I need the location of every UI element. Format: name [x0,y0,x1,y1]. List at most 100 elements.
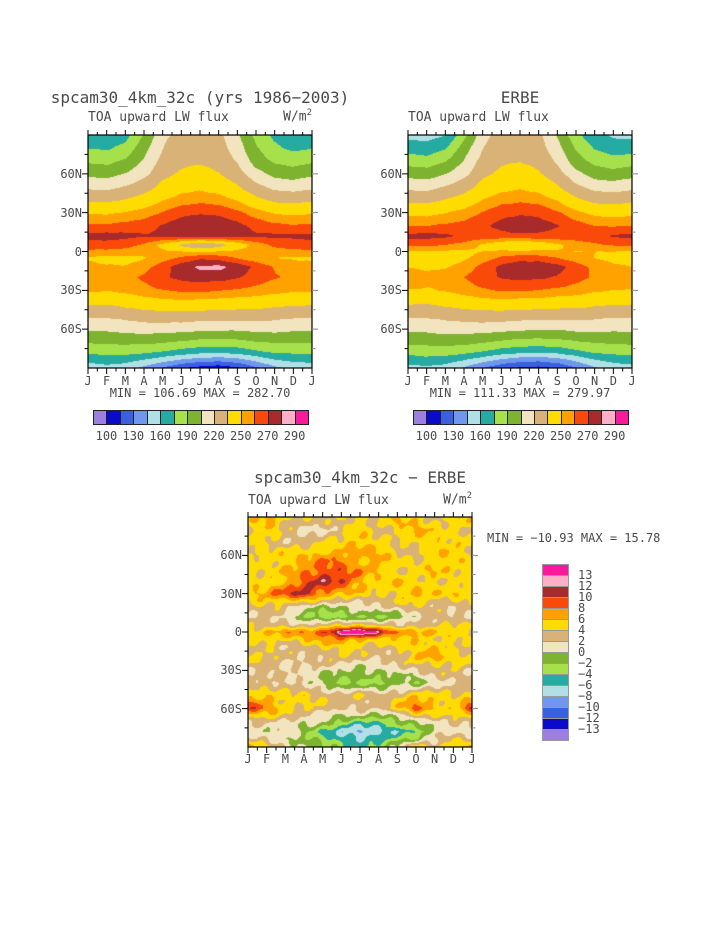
colorbar-tick-label: 220 [523,429,545,443]
panel-title: spcam30_4km_32c − ERBE [254,468,466,487]
plot-frame-ticks [242,512,478,753]
colorbar-tick-label: 270 [256,429,279,443]
x-axis-label: J [177,374,185,388]
colorbar-tick-label: −8 [578,689,593,703]
x-axis-label: A [460,374,468,388]
units-label: W/m2 [262,108,312,124]
x-axis-label: A [140,374,148,388]
colorbar-segment [493,410,509,425]
colorbar-vertical [542,564,569,741]
y-axis-label: 60N [380,166,402,181]
y-axis-label: 30S [220,663,242,678]
x-axis-label: M [479,374,487,388]
y-axis-label: 30S [60,283,82,298]
y-axis-label: 60N [60,166,82,181]
colorbar-tick-label: 220 [203,429,225,443]
x-axis-label: A [375,752,383,766]
x-axis-label: J [497,374,505,388]
x-axis-label: J [628,374,636,388]
colorbar-tick-label: 100 [95,429,118,443]
flux-variable-label: TOA upward LW flux [408,110,549,125]
colorbar-segment [267,410,283,425]
units-label: W/m2 [422,491,472,507]
colorbar-segment [426,410,441,425]
colorbar-segment [480,410,495,425]
colorbar-segment [547,410,562,425]
colorbar-segment [413,410,428,425]
colorbar-segment [614,410,629,425]
colorbar-segment [439,410,455,425]
colorbar-segment [533,410,549,425]
x-axis-label: D [609,374,617,388]
x-axis-label: A [535,374,543,388]
y-axis-label: 0 [234,625,242,639]
units-superscript: 2 [466,491,472,501]
colorbar-segment [574,410,589,425]
x-axis-label: O [572,374,580,388]
y-axis-label: 60S [380,322,402,337]
y-axis-label: 60S [220,701,242,716]
colorbar-segment [542,729,569,741]
plot-frame-ticks [402,130,638,374]
colorbar-segment [520,410,535,425]
colorbar-segment [160,410,175,425]
colorbar-tick-label: 12 [578,579,593,593]
colorbar-segment [240,410,256,425]
x-axis-label: F [263,752,271,766]
colorbar-segment [227,410,242,425]
x-axis-label: O [252,374,260,388]
contour-plot-erbe [408,135,632,368]
colorbar-segment [213,410,229,425]
min-max-readout: MIN = 111.33 MAX = 279.97 [429,386,611,400]
colorbar-tick-label: −6 [578,678,593,692]
x-axis-label: S [233,374,241,388]
colorbar-tick-label: 160 [149,429,172,443]
x-axis-label: J [196,374,204,388]
x-axis-label: M [121,374,129,388]
x-axis-label: A [215,374,223,388]
panel-title: ERBE [500,88,540,107]
x-axis-label: J [356,752,364,766]
colorbar-segment [507,410,522,425]
x-axis-label: F [423,374,431,388]
x-axis-label: J [516,374,524,388]
colorbar-segment [200,410,215,425]
colorbar-segment [587,410,603,425]
colorbar-tick-label: 190 [176,429,198,443]
x-axis-label: J [404,374,412,388]
colorbar-segment [187,410,202,425]
x-axis-label: J [337,752,345,766]
x-axis-label: J [84,374,92,388]
colorbar-segment [133,410,148,425]
colorbar-segment [254,410,269,425]
x-axis-label: M [281,752,289,766]
colorbar-tick-label: 10 [578,590,593,604]
colorbar-tick-label: −10 [578,700,600,714]
colorbar [413,410,629,425]
x-axis-label: M [441,374,449,388]
x-axis-label: M [159,374,167,388]
colorbar-tick-label: 130 [122,429,145,443]
colorbar-segment [119,410,135,425]
x-axis-label: N [271,374,279,388]
colorbar-tick-label: 2 [578,634,586,648]
colorbar-segment [453,410,468,425]
y-axis-label: 30N [60,205,82,220]
colorbar-segment [173,410,189,425]
colorbar-tick-label: −13 [578,722,600,736]
units-text: W/m [443,492,467,508]
x-axis-label: S [553,374,561,388]
x-axis-label: S [393,752,401,766]
colorbar-tick-label: 190 [496,429,518,443]
x-axis-label: J [308,374,316,388]
colorbar-segment [466,410,482,425]
contour-plot-diff [248,517,472,747]
colorbar-segment [281,410,296,425]
x-axis-label: M [319,752,327,766]
colorbar-segment [93,410,108,425]
x-axis-label: N [591,374,599,388]
units-superscript: 2 [306,108,312,118]
flux-variable-label: TOA upward LW flux [248,493,389,508]
colorbar-tick-label: 250 [549,429,572,443]
y-axis-label: 30N [380,205,402,220]
